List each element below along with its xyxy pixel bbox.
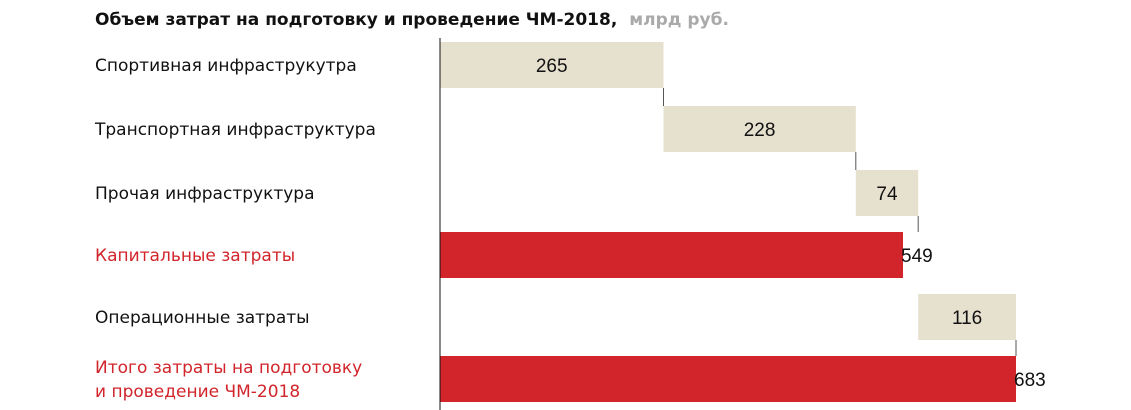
category-label: Капитальные затраты — [95, 246, 295, 266]
category-label-line: Операционные затраты — [95, 308, 310, 328]
chart-title-main: Объем затрат на подготовку и проведение … — [95, 10, 617, 30]
value-label: 549 — [901, 246, 933, 267]
step-bar — [918, 294, 1016, 340]
category-labels: Спортивная инфраструкутра Транспортная ин… — [94, 56, 376, 402]
category-label: Прочая инфраструктура — [95, 184, 315, 204]
category-label-line: Спортивная инфраструкутра — [95, 56, 357, 76]
total-bar — [440, 232, 903, 278]
step-bar — [855, 170, 919, 216]
category-label: Спортивная инфраструкутра — [95, 56, 357, 76]
value-label: 265 — [536, 56, 568, 77]
category-label-line: Прочая инфраструктура — [95, 184, 315, 204]
step-bar — [440, 42, 664, 88]
value-label: 116 — [952, 308, 982, 329]
value-label: 74 — [876, 184, 898, 205]
bars — [440, 42, 1016, 402]
category-label-line: Итого затраты на подготовку — [95, 358, 362, 378]
connectors — [663, 88, 1017, 356]
total-bar — [440, 356, 1016, 402]
category-label-line: Капитальные затраты — [95, 246, 295, 266]
category-label-line: и проведение ЧМ-2018 — [95, 382, 300, 402]
value-labels: 265 228 74 549 116 683 — [536, 56, 1046, 391]
value-label: 683 — [1014, 370, 1046, 391]
chart-title-unit: млрд руб. — [629, 10, 729, 30]
chart-title: Объем затрат на подготовку и проведение … — [95, 10, 729, 30]
category-label: Операционные затраты — [95, 308, 310, 328]
category-label: Транспортная инфраструктура — [94, 120, 376, 140]
category-label: Итого затраты на подготовку и проведение … — [95, 358, 362, 402]
step-bar — [663, 106, 856, 152]
value-label: 228 — [744, 120, 776, 141]
category-label-line: Транспортная инфраструктура — [94, 120, 376, 140]
